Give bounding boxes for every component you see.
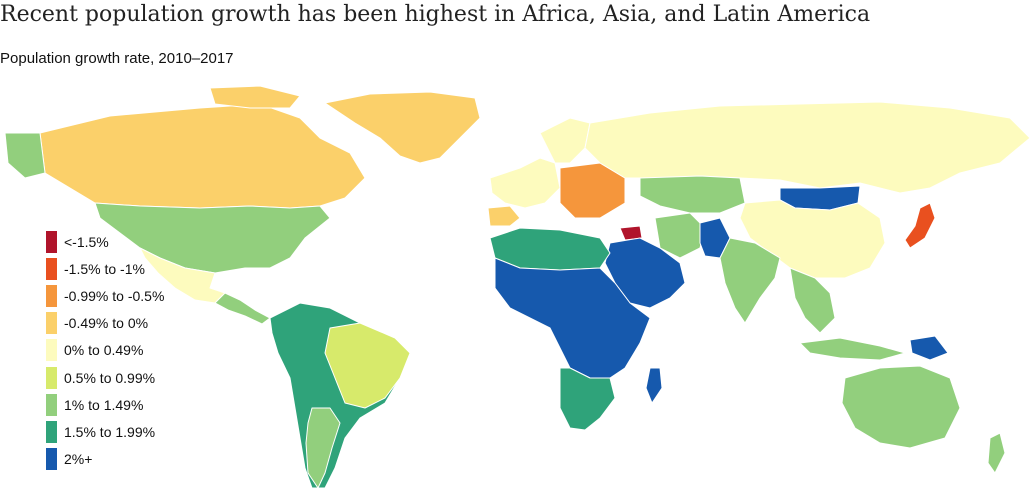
region-alaska — [4, 132, 46, 179]
legend-label: 2%+ — [64, 451, 93, 468]
region-indonesia — [799, 337, 906, 361]
region-india — [719, 237, 781, 324]
legend-swatch — [46, 393, 57, 416]
legend-swatch — [46, 284, 57, 307]
legend-item: -0.99% to -0.5% — [46, 282, 164, 309]
region-australia — [841, 365, 961, 449]
region-syria — [619, 225, 643, 241]
legend-swatch — [46, 257, 57, 280]
legend-item: -1.5% to -1% — [46, 255, 164, 282]
page-title: Recent population growth has been highes… — [0, 2, 871, 27]
legend-swatch — [46, 448, 57, 471]
region-central-america — [214, 292, 271, 325]
legend-label: -0.49% to 0% — [64, 315, 149, 332]
world-map — [4, 85, 1031, 489]
legend-label: 1.5% to 1.99% — [64, 423, 156, 440]
region-usa — [94, 202, 331, 274]
region-iran — [654, 212, 706, 259]
legend-label: -1.5% to -1% — [64, 260, 145, 277]
legend-label: 0.5% to 0.99% — [64, 369, 156, 386]
region-china — [739, 199, 886, 279]
region-middle-east — [604, 237, 686, 309]
region-kazakhstan — [639, 175, 746, 214]
legend-swatch — [46, 230, 57, 253]
region-papua-new-guinea — [909, 335, 949, 361]
legend-label: <-1.5% — [64, 233, 109, 250]
legend-swatch — [46, 312, 57, 335]
legend-swatch — [46, 420, 57, 443]
legend-label: 1% to 1.49% — [64, 396, 144, 413]
legend: <-1.5% -1.5% to -1% -0.99% to -0.5% -0.4… — [46, 228, 164, 473]
legend-item: 1.5% to 1.99% — [46, 418, 164, 445]
region-southeast-asia — [789, 267, 836, 334]
region-new-zealand — [987, 432, 1006, 474]
legend-label: -0.99% to -0.5% — [64, 287, 165, 304]
legend-item: 0% to 0.49% — [46, 337, 164, 364]
legend-swatch — [46, 339, 57, 362]
legend-item: 2%+ — [46, 446, 164, 473]
region-argentina — [305, 407, 341, 489]
legend-item: <-1.5% — [46, 228, 164, 255]
region-brazil — [324, 322, 411, 409]
legend-item: 1% to 1.49% — [46, 391, 164, 418]
region-western-europe — [489, 157, 561, 209]
legend-label: 0% to 0.49% — [64, 342, 144, 359]
legend-item: -0.49% to 0% — [46, 310, 164, 337]
legend-item: 0.5% to 0.99% — [46, 364, 164, 391]
legend-swatch — [46, 366, 57, 389]
region-greenland — [324, 91, 481, 164]
region-japan — [904, 202, 936, 249]
region-canadian-islands — [209, 85, 301, 109]
page-subtitle: Population growth rate, 2010–2017 — [0, 50, 234, 67]
region-southern-africa — [559, 367, 616, 431]
region-iberia — [487, 205, 521, 227]
region-madagascar — [645, 367, 663, 404]
region-sub-saharan-africa — [494, 257, 651, 379]
region-scandinavia — [539, 117, 591, 164]
region-canada — [39, 103, 366, 209]
